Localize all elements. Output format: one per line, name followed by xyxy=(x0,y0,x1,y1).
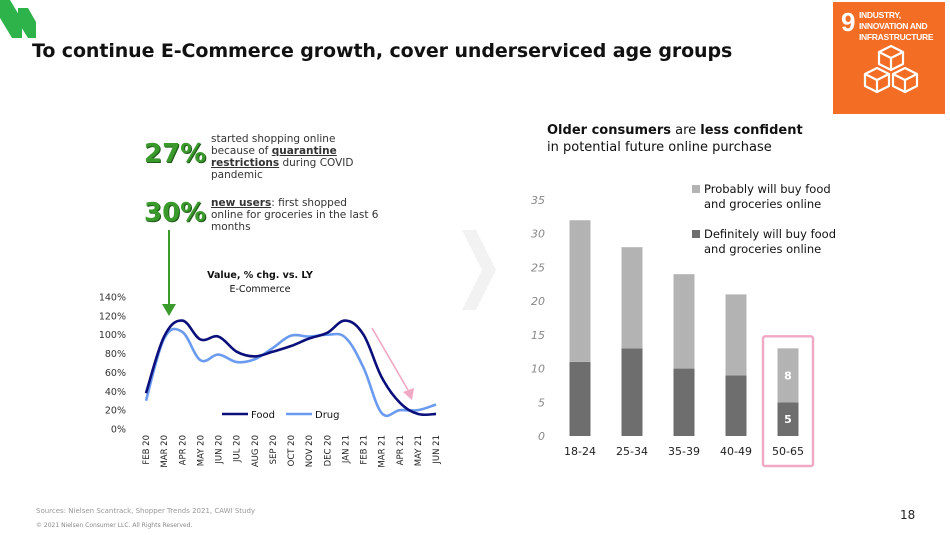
bar-segment xyxy=(621,247,643,349)
sources-note: Sources: Nielsen Scantrack, Shopper Tren… xyxy=(36,507,256,515)
y-tick-label: 5 xyxy=(538,396,545,409)
x-tick-label: MAR 21 xyxy=(378,435,388,468)
highlight-box xyxy=(761,335,815,468)
legend-swatch xyxy=(692,230,700,238)
nielsen-logo xyxy=(0,0,36,38)
chevron-divider xyxy=(462,230,496,310)
y-tick-label: 80% xyxy=(105,349,126,360)
bar-data-label: 5 xyxy=(784,413,792,426)
x-tick-label: FEB 21 xyxy=(360,435,370,465)
chart-subtitle: E-Commerce xyxy=(230,284,291,295)
y-tick-label: 30 xyxy=(531,228,545,241)
legend-label-food: Food xyxy=(251,410,275,421)
x-tick-label: MAY 20 xyxy=(196,435,206,466)
sdg-badge: 9 INDUSTRY, INNOVATION AND INFRASTRUCTUR… xyxy=(833,2,945,114)
stat-desc-new-users: new users: first shopped online for groc… xyxy=(211,197,379,233)
y-tick-label: 20% xyxy=(105,406,126,417)
x-tick-label: 35-39 xyxy=(668,445,700,458)
x-tick-label: 40-49 xyxy=(720,445,752,458)
bar-segment xyxy=(569,361,591,436)
stat-value-quarantine: 27% xyxy=(144,139,207,169)
series-line-food xyxy=(144,319,437,417)
cubes-icon xyxy=(863,44,919,94)
x-tick-label: APR 20 xyxy=(178,435,188,465)
sdg-number: 9 xyxy=(841,7,856,37)
y-tick-label: 25 xyxy=(531,261,545,274)
ecommerce-line-chart: Value, % chg. vs. LY E-Commerce 0% 20% 40%… xyxy=(99,270,442,468)
x-tick-label: APR 21 xyxy=(396,435,406,465)
x-tick-label: OCT 20 xyxy=(287,435,297,466)
stat-value-new-users: 30% xyxy=(144,198,207,228)
x-tick-label: JUN 20 xyxy=(215,435,225,465)
y-tick-label: 100% xyxy=(99,330,126,341)
x-tick-label: 18-24 xyxy=(564,445,596,458)
bar-segment xyxy=(725,294,747,376)
y-tick-label: 60% xyxy=(105,368,126,379)
y-tick-label: 20 xyxy=(531,295,545,308)
stat-desc-quarantine: started shopping online because of quara… xyxy=(211,133,354,181)
legend-label: Probably will buy food xyxy=(704,182,831,196)
bar-data-label: 8 xyxy=(784,369,792,382)
green-arrow xyxy=(162,230,176,316)
bar-segment xyxy=(673,274,695,369)
y-tick-label: 40% xyxy=(105,387,126,398)
x-tick-label: JUN 21 xyxy=(432,435,442,465)
y-tick-label: 0 xyxy=(538,430,545,443)
legend-label: and groceries online xyxy=(704,242,821,256)
bar-segment xyxy=(569,220,591,362)
chart-title: Value, % chg. vs. LY xyxy=(207,270,313,281)
x-tick-label: 50-65 xyxy=(772,445,804,458)
page-number: 18 xyxy=(900,508,916,522)
x-tick-label: JUL 20 xyxy=(233,435,243,463)
x-tick-label: MAY 21 xyxy=(414,435,424,466)
x-tick-label: AUG 20 xyxy=(251,435,261,467)
bar-segment xyxy=(777,348,799,403)
bar-chart-heading: Older consumers are less confident in po… xyxy=(547,123,803,155)
bar-segment xyxy=(621,348,643,436)
legend-label: and groceries online xyxy=(704,197,821,211)
x-tick-label: DEC 20 xyxy=(323,435,333,466)
bar-segment xyxy=(777,402,799,436)
legend-label-drug: Drug xyxy=(315,410,340,421)
x-tick-label: NOV 20 xyxy=(305,435,315,467)
x-tick-label: SEP 20 xyxy=(269,435,279,464)
x-tick-label: JAN 21 xyxy=(341,435,351,464)
bar-segment xyxy=(725,375,747,436)
x-tick-label: FEB 20 xyxy=(142,435,152,465)
legend-swatch xyxy=(692,185,700,193)
series-line-drug xyxy=(144,327,437,418)
legend-label: Definitely will buy food xyxy=(704,227,836,241)
x-tick-label: MAR 20 xyxy=(160,435,170,468)
sdg-label: INDUSTRY, INNOVATION AND INFRASTRUCTURE xyxy=(859,10,934,42)
page-title: To continue E-Commerce growth, cover und… xyxy=(32,40,733,62)
age-group-bar-chart: 0 5 10 15 20 25 30 35 5 8 18-24 25-34 35-39 40-49 50… xyxy=(531,182,836,468)
y-tick-label: 0% xyxy=(111,425,126,436)
pink-arrow xyxy=(371,327,414,400)
copyright: © 2021 Nielsen Consumer LLC. All Rights … xyxy=(36,522,193,529)
y-tick-label: 120% xyxy=(99,311,126,322)
x-tick-label: 25-34 xyxy=(616,445,648,458)
bar-segment xyxy=(673,368,695,436)
y-tick-label: 15 xyxy=(531,329,545,342)
y-tick-label: 10 xyxy=(531,363,545,376)
y-tick-label: 35 xyxy=(531,194,545,207)
y-tick-label: 140% xyxy=(99,293,126,304)
